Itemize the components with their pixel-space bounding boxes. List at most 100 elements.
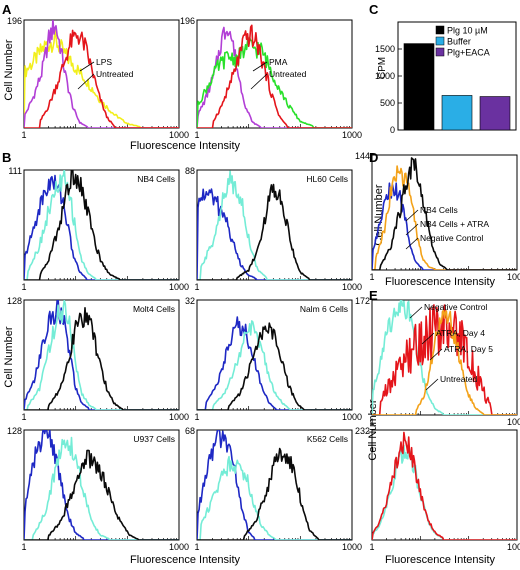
series-line-black: [24, 170, 179, 280]
annotation-leader: [252, 61, 268, 72]
panel-title: Nalm 6 Cells: [300, 304, 348, 314]
x-tick-label-min: 1: [194, 130, 199, 140]
panel-letter-d: D: [369, 150, 378, 165]
series-line-orange: [372, 165, 517, 270]
series-line-magenta: [24, 20, 179, 128]
series-line-blue: [24, 300, 179, 410]
series-line-blue: [372, 182, 517, 270]
series-group: [372, 157, 517, 270]
x-tick-label-max: 1000: [507, 272, 520, 282]
a-y-axis-title: Cell Number: [3, 39, 15, 100]
annotation-leader: [421, 332, 435, 345]
x-tick-label-max: 1000: [507, 417, 520, 427]
series-group: [24, 300, 179, 410]
series-group: [197, 316, 352, 410]
annotation-label: NB4 Cells + ATRA: [420, 219, 489, 229]
panel-title: NB4 Cells: [137, 174, 175, 184]
x-tick-label-max: 1000: [169, 542, 189, 552]
legend-label-0: Plg 10 µM: [447, 26, 488, 36]
legend-label-2: Plg+EACA: [447, 48, 490, 58]
series-line-blue: [197, 430, 352, 540]
x-tick-label-max: 1000: [342, 282, 362, 292]
annotation-leader: [79, 61, 95, 72]
series-line-orange: [372, 309, 517, 415]
plot-a-right: 1 1000 196 PMA Untreated: [180, 16, 362, 140]
x-tick-label-min: 1: [369, 542, 374, 552]
series-line-green: [197, 37, 352, 128]
b-y-axis-title: Cell Number: [3, 326, 15, 387]
y-max-label: 196: [7, 16, 22, 26]
series-group: [372, 431, 517, 540]
b-x-axis-title: Fluorescence Intensity: [130, 554, 241, 566]
x-tick-label-min: 1: [369, 417, 374, 427]
plot-b-hl60: 1 1000 88 HL60 Cells: [185, 166, 362, 292]
x-tick-label-min: 1: [194, 282, 199, 292]
series-line-aqua: [24, 300, 179, 410]
series-line-aqua: [372, 443, 517, 540]
y-max-label: 172: [355, 296, 370, 306]
series-line-black: [197, 447, 352, 540]
panel-title: HL60 Cells: [306, 174, 348, 184]
series-line-aqua: [24, 170, 179, 280]
annotation-label: PMA: [269, 57, 288, 67]
series-line-aqua: [197, 170, 352, 280]
series-line-black: [197, 322, 352, 410]
plot-a-left: 1 1000 196 LPS Untreated: [7, 16, 189, 140]
annotation-leader: [425, 378, 439, 391]
plot-frame: [196, 169, 353, 281]
x-tick-label-max: 1000: [169, 282, 189, 292]
annotation-leader: [77, 73, 95, 90]
x-tick-label-min: 1: [21, 130, 26, 140]
c-y-axis-title: CPM: [377, 57, 388, 79]
bar-1: [441, 95, 473, 131]
x-tick-label-max: 1000: [342, 542, 362, 552]
series-group: [24, 170, 179, 280]
annotation-label: ATRA, Day 5: [444, 344, 493, 354]
series-line-aqua: [372, 300, 517, 415]
x-tick-label-min: 1: [21, 282, 26, 292]
series-line-red: [372, 431, 517, 540]
y-max-label: 32: [185, 296, 195, 306]
series-line-black: [24, 306, 179, 410]
series-line-red: [372, 304, 517, 415]
annotation-leader: [405, 209, 419, 222]
series-line-black: [197, 183, 352, 280]
panel-letter-c: C: [369, 2, 379, 17]
series-line-aqua: [197, 455, 352, 540]
y-max-label: 128: [7, 426, 22, 436]
series-line-red: [197, 24, 352, 128]
bar-2: [479, 96, 511, 131]
legend-swatch-0: [435, 25, 445, 35]
series-group: [372, 300, 517, 415]
panel-title: Molt4 Cells: [133, 304, 175, 314]
panel-letter-b: B: [2, 150, 11, 165]
annotation-leader: [409, 306, 423, 319]
annotation-leader: [405, 237, 419, 250]
plot-e-top: 1 1000 172 Negative Control ATRA, Day 4 ATRA,…: [355, 296, 520, 427]
annotation-label: Negative Control: [420, 233, 483, 243]
series-group: [197, 24, 352, 128]
annotation-label: ATRA, Day 4: [436, 328, 485, 338]
series-group: [197, 170, 352, 280]
y-max-label: 232: [355, 426, 370, 436]
panel-letter-a: A: [2, 2, 12, 17]
y-max-label: 144: [355, 151, 370, 161]
x-tick-label-max: 1000: [169, 412, 189, 422]
y-max-label: 111: [8, 166, 22, 176]
annotation-leader: [250, 73, 268, 90]
x-tick-label-min: 1: [194, 412, 199, 422]
series-group: [197, 430, 352, 540]
y-tick-label: 1500: [375, 44, 395, 54]
series-group: [24, 20, 179, 128]
series-line-magenta: [197, 26, 352, 128]
series-group: [24, 430, 179, 540]
legend-label-1: Buffer: [447, 37, 471, 47]
y-max-label: 128: [7, 296, 22, 306]
series-line-aqua: [197, 320, 352, 410]
y-tick-label: 1000: [375, 71, 395, 81]
series-line-black: [372, 157, 517, 270]
series-line-blue: [197, 316, 352, 410]
panel-title: K562 Cells: [307, 434, 348, 444]
series-line-blue: [197, 188, 352, 280]
